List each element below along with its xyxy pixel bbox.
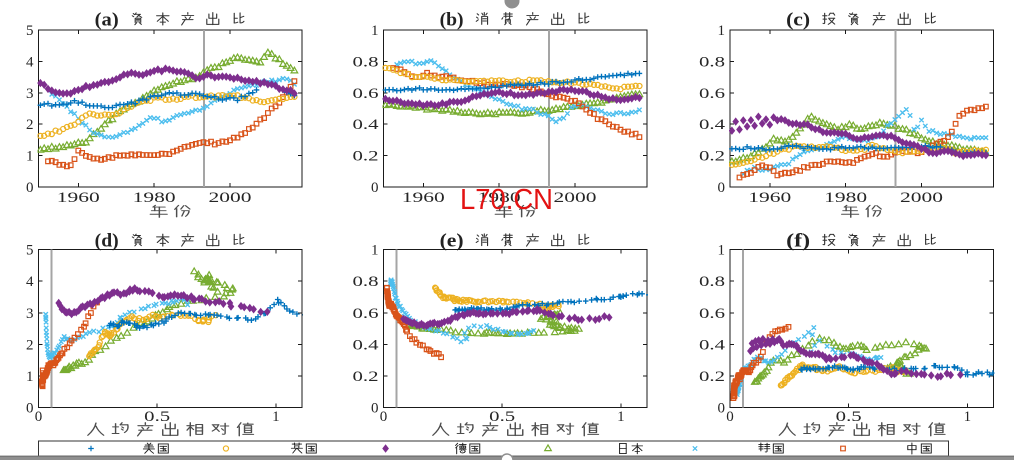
svg-text:0.8: 0.8 — [353, 54, 379, 70]
svg-text:0: 0 — [718, 180, 726, 196]
svg-text:1: 1 — [718, 243, 726, 259]
svg-text:0: 0 — [371, 180, 379, 196]
svg-text:2000: 2000 — [554, 190, 597, 206]
svg-text:1: 1 — [718, 23, 726, 39]
svg-text:0.6: 0.6 — [699, 306, 726, 322]
svg-text:1980: 1980 — [133, 190, 176, 206]
svg-text:4: 4 — [26, 274, 34, 290]
svg-text:0: 0 — [718, 401, 726, 417]
svg-text:1980: 1980 — [824, 190, 867, 206]
svg-text:(a): (a) — [95, 10, 119, 31]
svg-text:0.6: 0.6 — [699, 86, 726, 102]
svg-text:0: 0 — [726, 409, 734, 425]
svg-text:1960: 1960 — [748, 190, 791, 206]
svg-text:3: 3 — [26, 86, 34, 102]
svg-text:(c): (c) — [786, 10, 810, 31]
svg-text:1960: 1960 — [402, 190, 445, 206]
svg-text:1980: 1980 — [478, 190, 521, 206]
svg-text:1: 1 — [26, 149, 34, 165]
svg-text:0.2: 0.2 — [353, 369, 379, 385]
svg-text:3: 3 — [26, 306, 34, 322]
svg-text:1: 1 — [371, 23, 379, 39]
svg-text:1: 1 — [371, 243, 379, 259]
svg-text:1960: 1960 — [57, 190, 100, 206]
svg-text:0.8: 0.8 — [699, 274, 725, 290]
svg-text:0.4: 0.4 — [353, 337, 380, 353]
svg-text:(f): (f) — [786, 231, 810, 252]
svg-text:0.6: 0.6 — [353, 86, 380, 102]
svg-text:2000: 2000 — [900, 190, 943, 206]
svg-text:0.4: 0.4 — [699, 337, 726, 353]
svg-text:L70.CN: L70.CN — [460, 184, 553, 216]
svg-text:0: 0 — [26, 180, 34, 196]
svg-text:2000: 2000 — [209, 190, 252, 206]
svg-text:1: 1 — [964, 409, 972, 425]
svg-text:0: 0 — [371, 401, 379, 417]
svg-text:0.8: 0.8 — [699, 54, 725, 70]
svg-text:0: 0 — [35, 409, 43, 425]
svg-text:0.2: 0.2 — [699, 369, 725, 385]
svg-text:0.2: 0.2 — [699, 149, 725, 165]
svg-text:0.4: 0.4 — [699, 117, 726, 133]
svg-text:0.5: 0.5 — [144, 409, 170, 425]
svg-text:(b): (b) — [440, 10, 464, 31]
svg-text:2: 2 — [26, 117, 34, 133]
svg-text:0.5: 0.5 — [489, 409, 515, 425]
svg-text:1: 1 — [617, 409, 625, 425]
svg-text:5: 5 — [26, 23, 34, 39]
svg-text:(d): (d) — [95, 231, 119, 252]
svg-text:1: 1 — [272, 409, 280, 425]
svg-text:(e): (e) — [440, 231, 464, 252]
svg-text:0: 0 — [26, 401, 34, 417]
svg-text:0.2: 0.2 — [353, 149, 379, 165]
svg-text:5: 5 — [26, 243, 34, 259]
svg-text:1: 1 — [26, 369, 34, 385]
svg-text:0.4: 0.4 — [353, 117, 380, 133]
svg-text:2: 2 — [26, 337, 34, 353]
svg-text:4: 4 — [26, 54, 34, 70]
svg-text:0.8: 0.8 — [353, 274, 379, 290]
svg-text:0.6: 0.6 — [353, 306, 380, 322]
svg-text:0: 0 — [380, 409, 388, 425]
svg-text:0.5: 0.5 — [836, 409, 862, 425]
